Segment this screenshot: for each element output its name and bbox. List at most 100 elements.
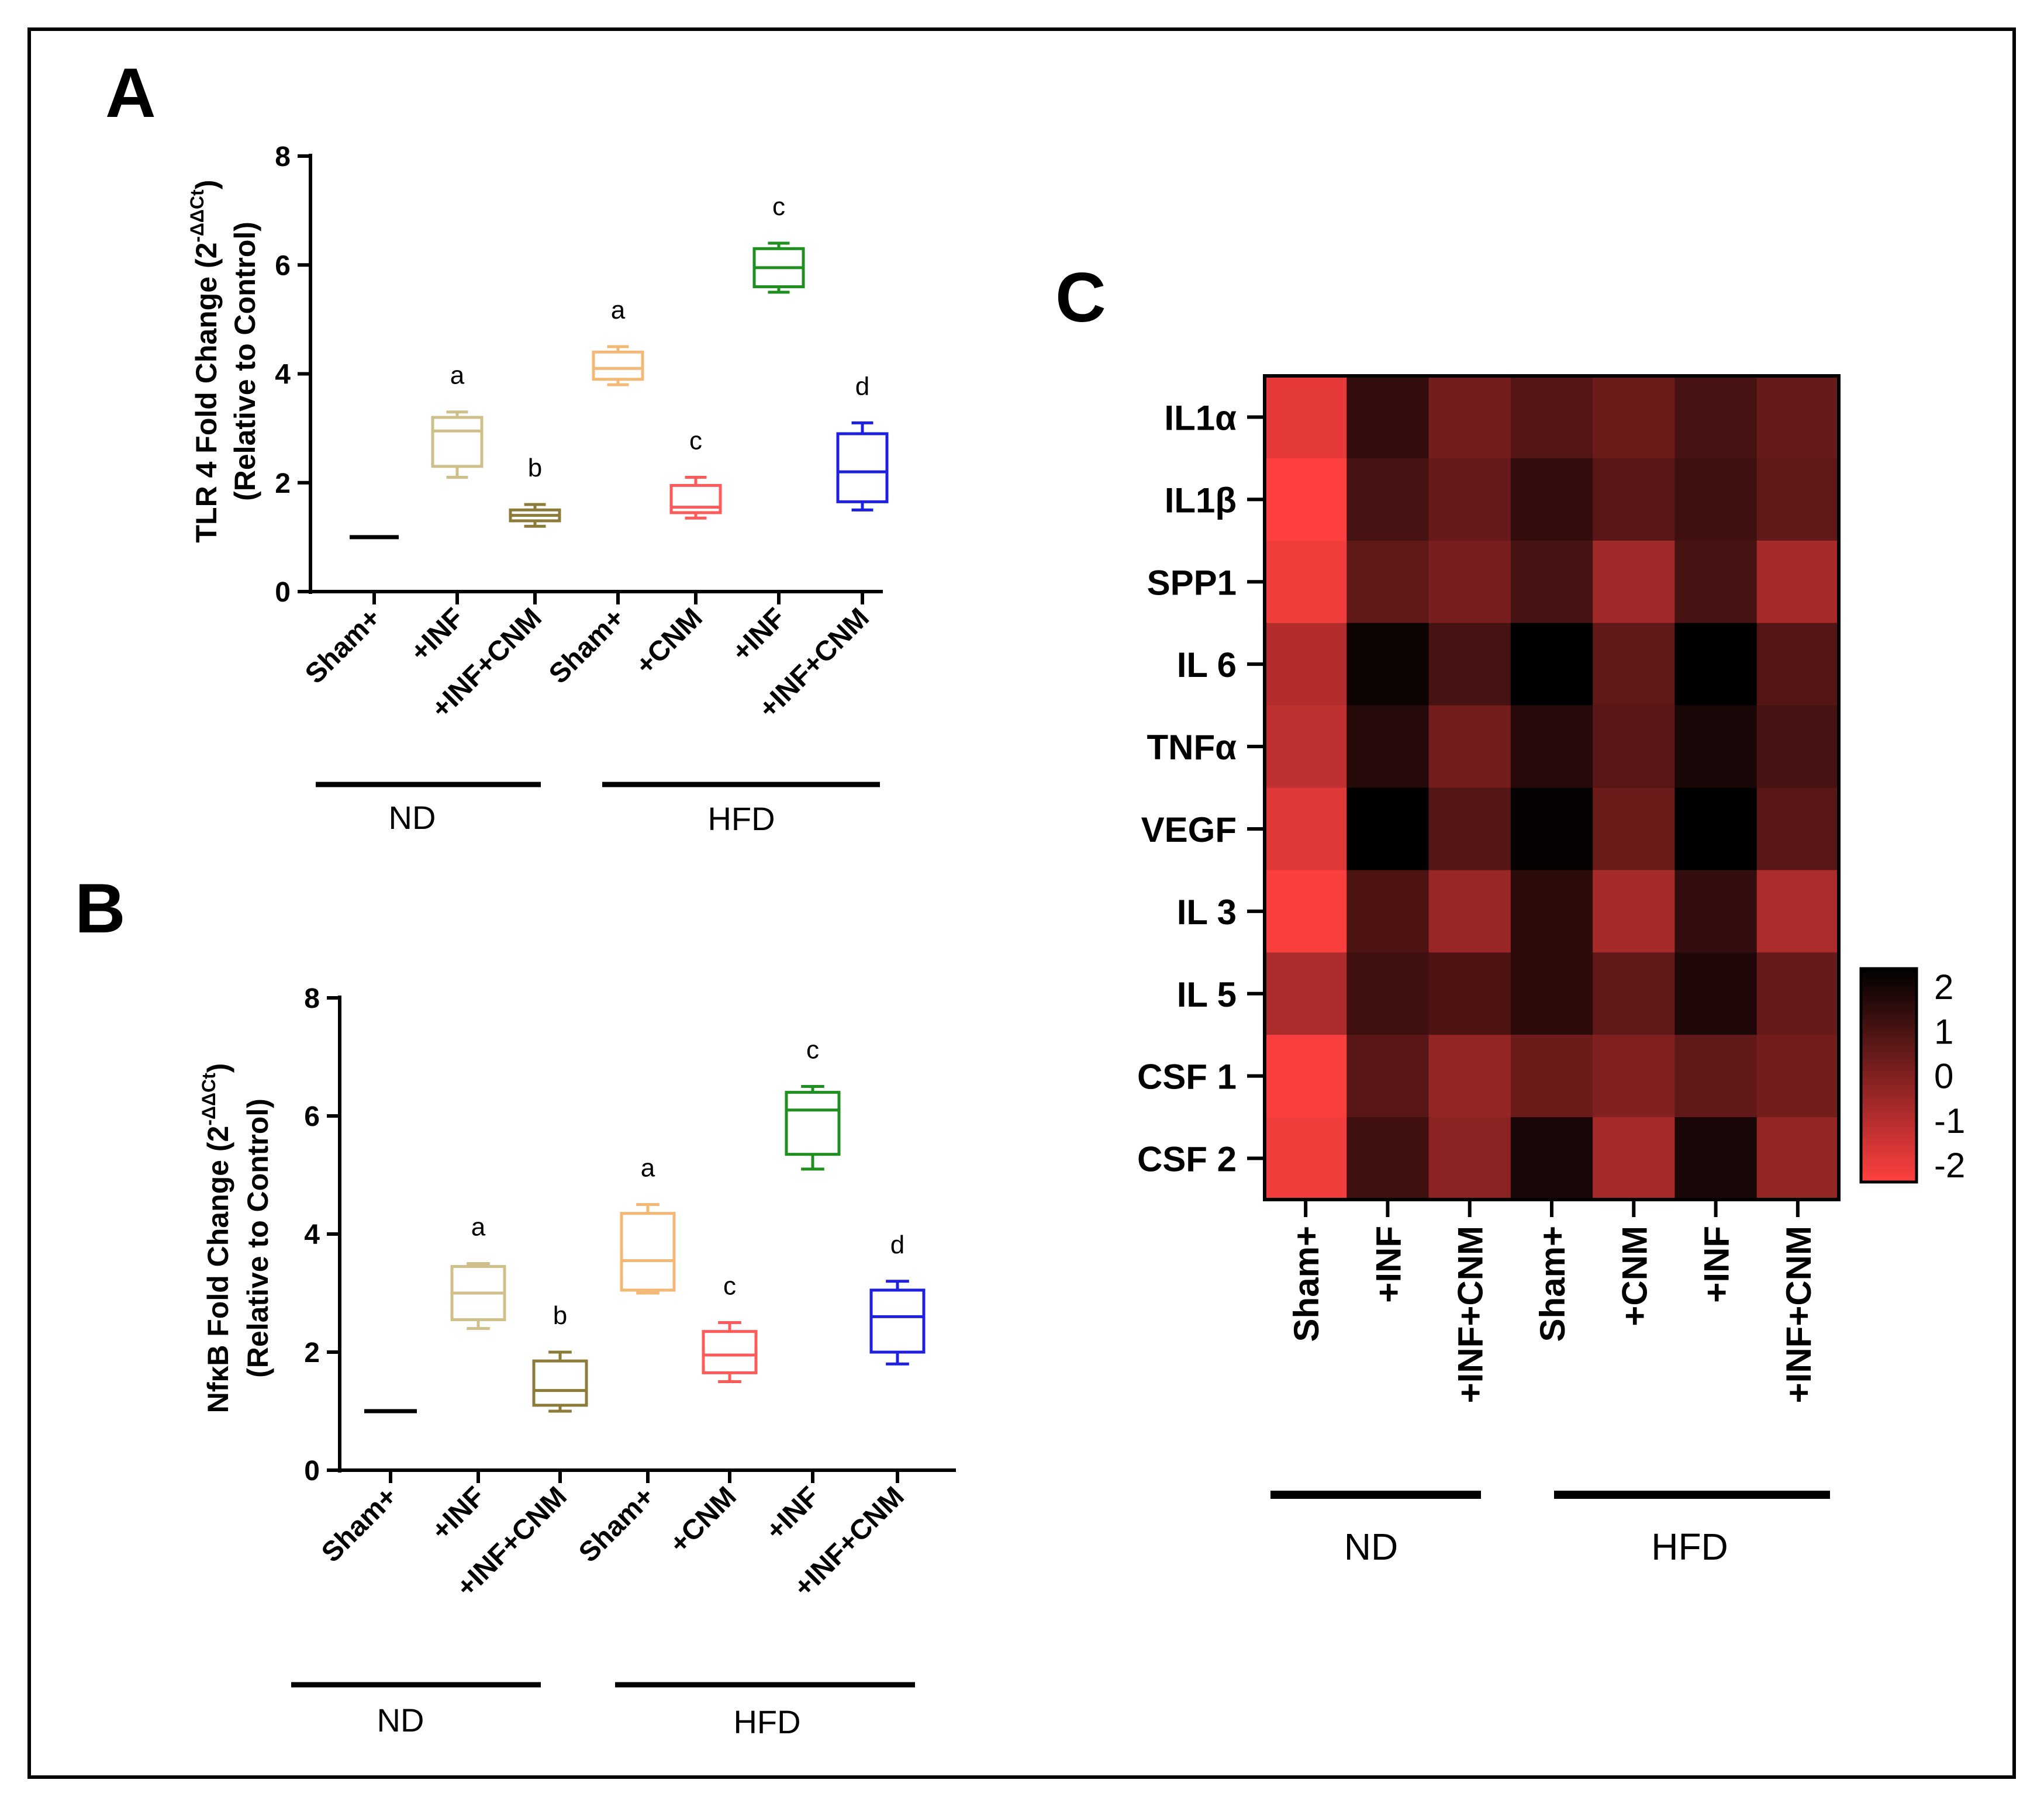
heatmap-cell xyxy=(1756,870,1839,953)
y-tick-label: 6 xyxy=(304,1101,320,1132)
heatmap-cell xyxy=(1674,376,1758,459)
colorbar-tick-label: -1 xyxy=(1934,1101,1965,1141)
panel-b-group-hfd: HFD xyxy=(733,1703,800,1740)
panel-c-heatmap: IL1α IL1β SPP1 IL 6 TNFα VEGF IL 3 IL 5 CSF 1 CSF… xyxy=(1137,374,1965,1403)
heatmap-cell xyxy=(1428,1117,1511,1200)
column-label: +INF+CNM xyxy=(1451,1226,1490,1403)
x-tick-label: +INF xyxy=(426,1481,491,1546)
heatmap-cell xyxy=(1756,540,1839,624)
heatmap-cell xyxy=(1674,1035,1758,1118)
heatmap-cell xyxy=(1346,787,1430,870)
heatmap-cell xyxy=(1510,705,1593,789)
colorbar-tick-label: 2 xyxy=(1934,967,1953,1007)
row-label: VEGF xyxy=(1141,810,1237,849)
heatmap-cell xyxy=(1428,458,1511,541)
heatmap-cell xyxy=(1346,376,1430,459)
y-tick-label: 0 xyxy=(304,1456,320,1487)
heatmap-cell xyxy=(1674,870,1758,953)
box-iqr xyxy=(836,432,889,503)
significance-letter: d xyxy=(890,1231,904,1259)
heatmap-cell xyxy=(1510,870,1593,953)
panel-a-ylabel-main: TLR 4 Fold Change (2 xyxy=(190,243,223,543)
heatmap-cell xyxy=(1428,870,1511,953)
heatmap-cell xyxy=(1756,1035,1839,1118)
heatmap-cell xyxy=(1593,540,1676,624)
y-tick-label: 8 xyxy=(304,983,320,1014)
heatmap-cell xyxy=(1510,540,1593,624)
panel-a-ylabel-close: ) xyxy=(190,180,223,190)
panel-b-group-nd: ND xyxy=(377,1702,424,1739)
heatmap-cell xyxy=(1265,870,1347,953)
row-label: IL 3 xyxy=(1177,893,1237,932)
row-label: TNFα xyxy=(1147,728,1237,767)
column-label: +INF+CNM xyxy=(1779,1226,1818,1403)
box-iqr xyxy=(785,1091,841,1156)
y-tick-label: 4 xyxy=(275,360,291,390)
heatmap-cell xyxy=(1756,705,1839,789)
heatmap-cell xyxy=(1346,540,1430,624)
heatmap-cell xyxy=(1674,787,1758,870)
heatmap-cell xyxy=(1510,787,1593,870)
heatmap-cell xyxy=(1510,952,1593,1035)
heatmap-cell xyxy=(1510,1035,1593,1118)
figure-frame xyxy=(27,27,2016,1779)
heatmap-cell xyxy=(1265,1117,1347,1200)
heatmap-cell xyxy=(1756,376,1839,459)
panel-c-letter: C xyxy=(1055,258,1106,337)
heatmap-cell xyxy=(1265,1035,1347,1118)
significance-letter: c xyxy=(723,1272,736,1301)
box-iqr xyxy=(620,1212,676,1292)
heatmap-cell xyxy=(1756,952,1839,1035)
row-label: CSF 1 xyxy=(1137,1057,1237,1097)
box-iqr xyxy=(869,1288,926,1354)
y-tick-label: 8 xyxy=(275,141,291,172)
x-tick-label: Sham+ xyxy=(299,602,387,690)
x-tick-label: +CNM xyxy=(630,602,709,681)
heatmap-cell xyxy=(1593,705,1676,789)
significance-letter: d xyxy=(855,372,869,400)
heatmap-cell xyxy=(1265,540,1347,624)
heatmap-cell xyxy=(1674,540,1758,624)
panel-b-ylabel-close: ) xyxy=(202,1063,234,1073)
heatmap-cell xyxy=(1593,952,1676,1035)
panel-b-ylabel: NfκB Fold Change (2-ΔΔCt) xyxy=(198,1063,234,1414)
panel-a-ylabel: TLR 4 Fold Change (2-ΔΔCt) xyxy=(187,180,223,543)
box-iqr xyxy=(592,350,644,381)
panel-b-ylabel-line2: (Relative to Control) xyxy=(241,1098,274,1378)
y-tick-label: 6 xyxy=(275,250,291,281)
y-tick-label: 2 xyxy=(304,1338,320,1368)
heatmap-cell xyxy=(1265,952,1347,1035)
heatmap-cell xyxy=(1346,623,1430,706)
x-tick-label: Sham+ xyxy=(543,602,631,690)
heatmap-cell xyxy=(1510,376,1593,459)
box-iqr xyxy=(702,1330,758,1374)
heatmap-cell xyxy=(1593,1035,1676,1118)
significance-letter: a xyxy=(450,361,465,390)
panel-c-group-hfd: HFD xyxy=(1651,1526,1728,1568)
heatmap-cell xyxy=(1346,1117,1430,1200)
heatmap-cell xyxy=(1346,458,1430,541)
panel-a-group-nd: ND xyxy=(389,799,436,836)
heatmap-cell xyxy=(1428,376,1511,459)
colorbar-tick-label: 1 xyxy=(1934,1012,1953,1051)
heatmap-cell xyxy=(1674,458,1758,541)
heatmap-cell xyxy=(1346,1035,1430,1118)
x-tick-label: Sham+ xyxy=(573,1481,661,1568)
colorbar-tick-label: 0 xyxy=(1934,1057,1953,1096)
heatmap-cell xyxy=(1265,376,1347,459)
heatmap-cell xyxy=(1674,1117,1758,1200)
heatmap-cell xyxy=(1428,623,1511,706)
heatmap-cell xyxy=(1346,952,1430,1035)
row-label: IL1α xyxy=(1164,398,1237,437)
x-tick-label: +CNM xyxy=(664,1481,743,1560)
colorbar-tick-label: -2 xyxy=(1934,1146,1965,1185)
heatmap-cell xyxy=(1428,952,1511,1035)
column-label: Sham+ xyxy=(1287,1226,1326,1342)
row-label: IL 6 xyxy=(1177,645,1237,685)
heatmap-cell xyxy=(1346,705,1430,789)
significance-letter: b xyxy=(553,1301,567,1330)
box-iqr xyxy=(431,416,484,468)
